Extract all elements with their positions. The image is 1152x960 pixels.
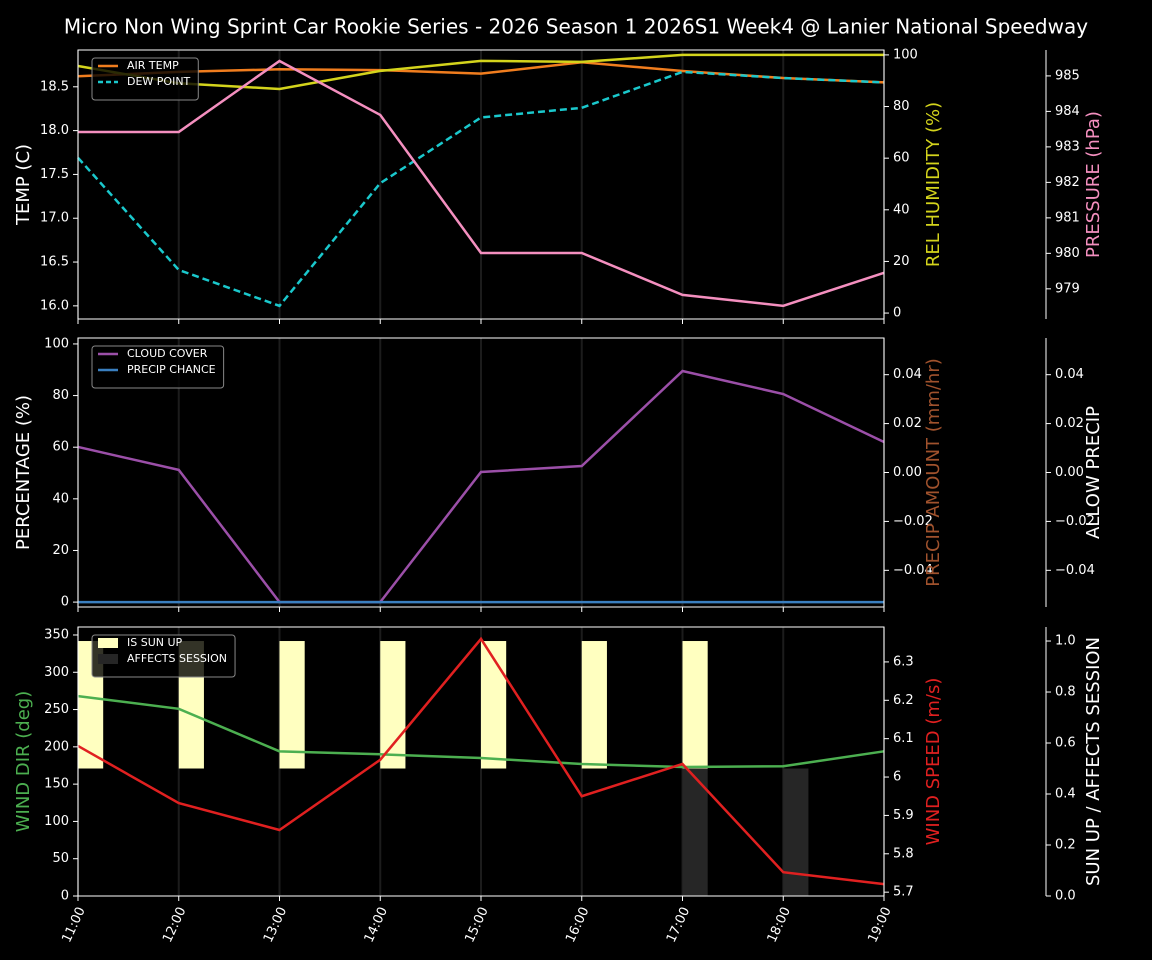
y2-tick-label: 6.2 [893,693,914,708]
bar [279,641,305,769]
y-tick-label: 60 [52,440,69,455]
legend: CLOUD COVER PRECIP CHANCE [91,345,225,389]
plot-frame [77,626,885,897]
y2-tick-label: 80 [893,99,910,114]
y2-tick-label: −0.02 [893,514,933,529]
legend-label: IS SUN UP [127,636,183,649]
y-tick-label: 200 [44,739,69,754]
y2-axis-label: REL HUMIDITY (%) [923,102,944,267]
y-axis-label: PERCENTAGE (%) [13,395,34,550]
legend-label: CLOUD COVER [127,347,208,360]
y-axis-label: TEMP (C) [13,144,34,226]
y3-tick-label: 0.6 [1055,736,1076,751]
y2-tick-label: 60 [893,151,910,166]
y3-tick-label: 980 [1055,246,1080,261]
legend: AIR TEMP DEW POINT [91,57,199,101]
y2-tick-label: 0.02 [893,416,922,431]
y3-tick-label: 0.8 [1055,685,1076,700]
plot-frame [77,49,885,320]
legend-label: AFFECTS SESSION [127,652,227,665]
line-series [77,61,885,84]
y2-tick-label: 5.9 [893,808,914,823]
y-tick-label: 300 [44,665,69,680]
y2-tick-label: 20 [893,254,910,269]
y-tick-label: 350 [44,627,69,642]
legend: IS SUN UP AFFECTS SESSION [91,634,236,678]
y3-tick-label: 982 [1055,175,1080,190]
bar [380,641,406,769]
y-tick-label: 16.0 [40,298,69,313]
y3-tick-label: 1.0 [1055,634,1076,649]
y3-axis-label: ALLOW PRECIP [1083,406,1104,539]
line-series [78,59,885,308]
y-tick-label: 0 [61,595,69,610]
plot-frame [77,337,885,608]
y2-tick-label: 5.7 [893,885,914,900]
y2-tick-label: −0.04 [893,563,933,578]
line-series [77,369,885,604]
y-tick-label: 150 [44,777,69,792]
line-series [77,636,885,886]
bar [682,768,708,896]
y2-tick-label: 0 [893,306,901,321]
y3-tick-label: 983 [1055,139,1080,154]
y-tick-label: 50 [52,851,69,866]
y3-tick-label: 0.00 [1055,465,1084,480]
y-tick-label: 16.5 [40,255,69,270]
legend-label: DEW POINT [127,75,191,88]
y2-tick-label: 6.1 [893,731,914,746]
y3-tick-label: 981 [1055,210,1080,225]
y3-tick-label: 0.2 [1055,838,1076,853]
legend-swatch [98,654,118,664]
y2-axis-label: PRECIP AMOUNT (mm/hr) [923,358,944,587]
y3-tick-label: 0.0 [1055,889,1076,904]
legend-swatch [98,638,118,648]
legend-label: AIR TEMP [127,59,179,72]
y2-tick-label: 6.3 [893,654,914,669]
y-axis-label: WIND DIR (deg) [13,691,34,833]
y3-tick-label: −0.04 [1055,563,1095,578]
y3-tick-label: 984 [1055,104,1080,119]
y3-tick-label: 0.04 [1055,367,1084,382]
y2-tick-label: 6 [893,770,901,785]
y-tick-label: 80 [52,388,69,403]
y3-tick-label: −0.02 [1055,514,1095,529]
legend-box [91,345,225,389]
y2-tick-label: 100 [893,47,918,62]
y-tick-label: 17.0 [40,211,69,226]
line-series [77,53,884,91]
legend-label: PRECIP CHANCE [127,363,216,376]
y-tick-label: 20 [52,543,69,558]
y-tick-label: 18.5 [40,79,69,94]
y3-axis-label: SUN UP / AFFECTS SESSION [1083,637,1104,886]
legend-box [91,634,236,678]
y2-tick-label: 0.04 [893,367,922,382]
y3-tick-label: 985 [1055,68,1080,83]
bar [481,641,507,769]
y-tick-label: 250 [44,702,69,717]
y2-tick-label: 5.8 [893,846,914,861]
y-tick-label: 0 [61,889,69,904]
chart-title: Micro Non Wing Sprint Car Rookie Series … [64,15,1088,39]
y3-axis-label: PRESSURE (hPa) [1083,111,1104,258]
y3-tick-label: 979 [1055,281,1080,296]
bar [682,641,708,769]
legend-box [91,57,199,101]
y2-axis-label: WIND SPEED (m/s) [923,678,944,846]
y-tick-label: 100 [44,336,69,351]
y-tick-label: 40 [52,491,69,506]
y-tick-label: 17.5 [40,167,69,182]
y-tick-label: 18.0 [40,123,69,138]
line-series [77,694,885,769]
y2-tick-label: 0.00 [893,465,922,480]
y3-tick-label: 0.4 [1055,787,1076,802]
y3-tick-label: 0.02 [1055,416,1084,431]
y2-tick-label: 40 [893,202,910,217]
bar [581,641,607,769]
y-tick-label: 100 [44,814,69,829]
bar [783,768,809,896]
